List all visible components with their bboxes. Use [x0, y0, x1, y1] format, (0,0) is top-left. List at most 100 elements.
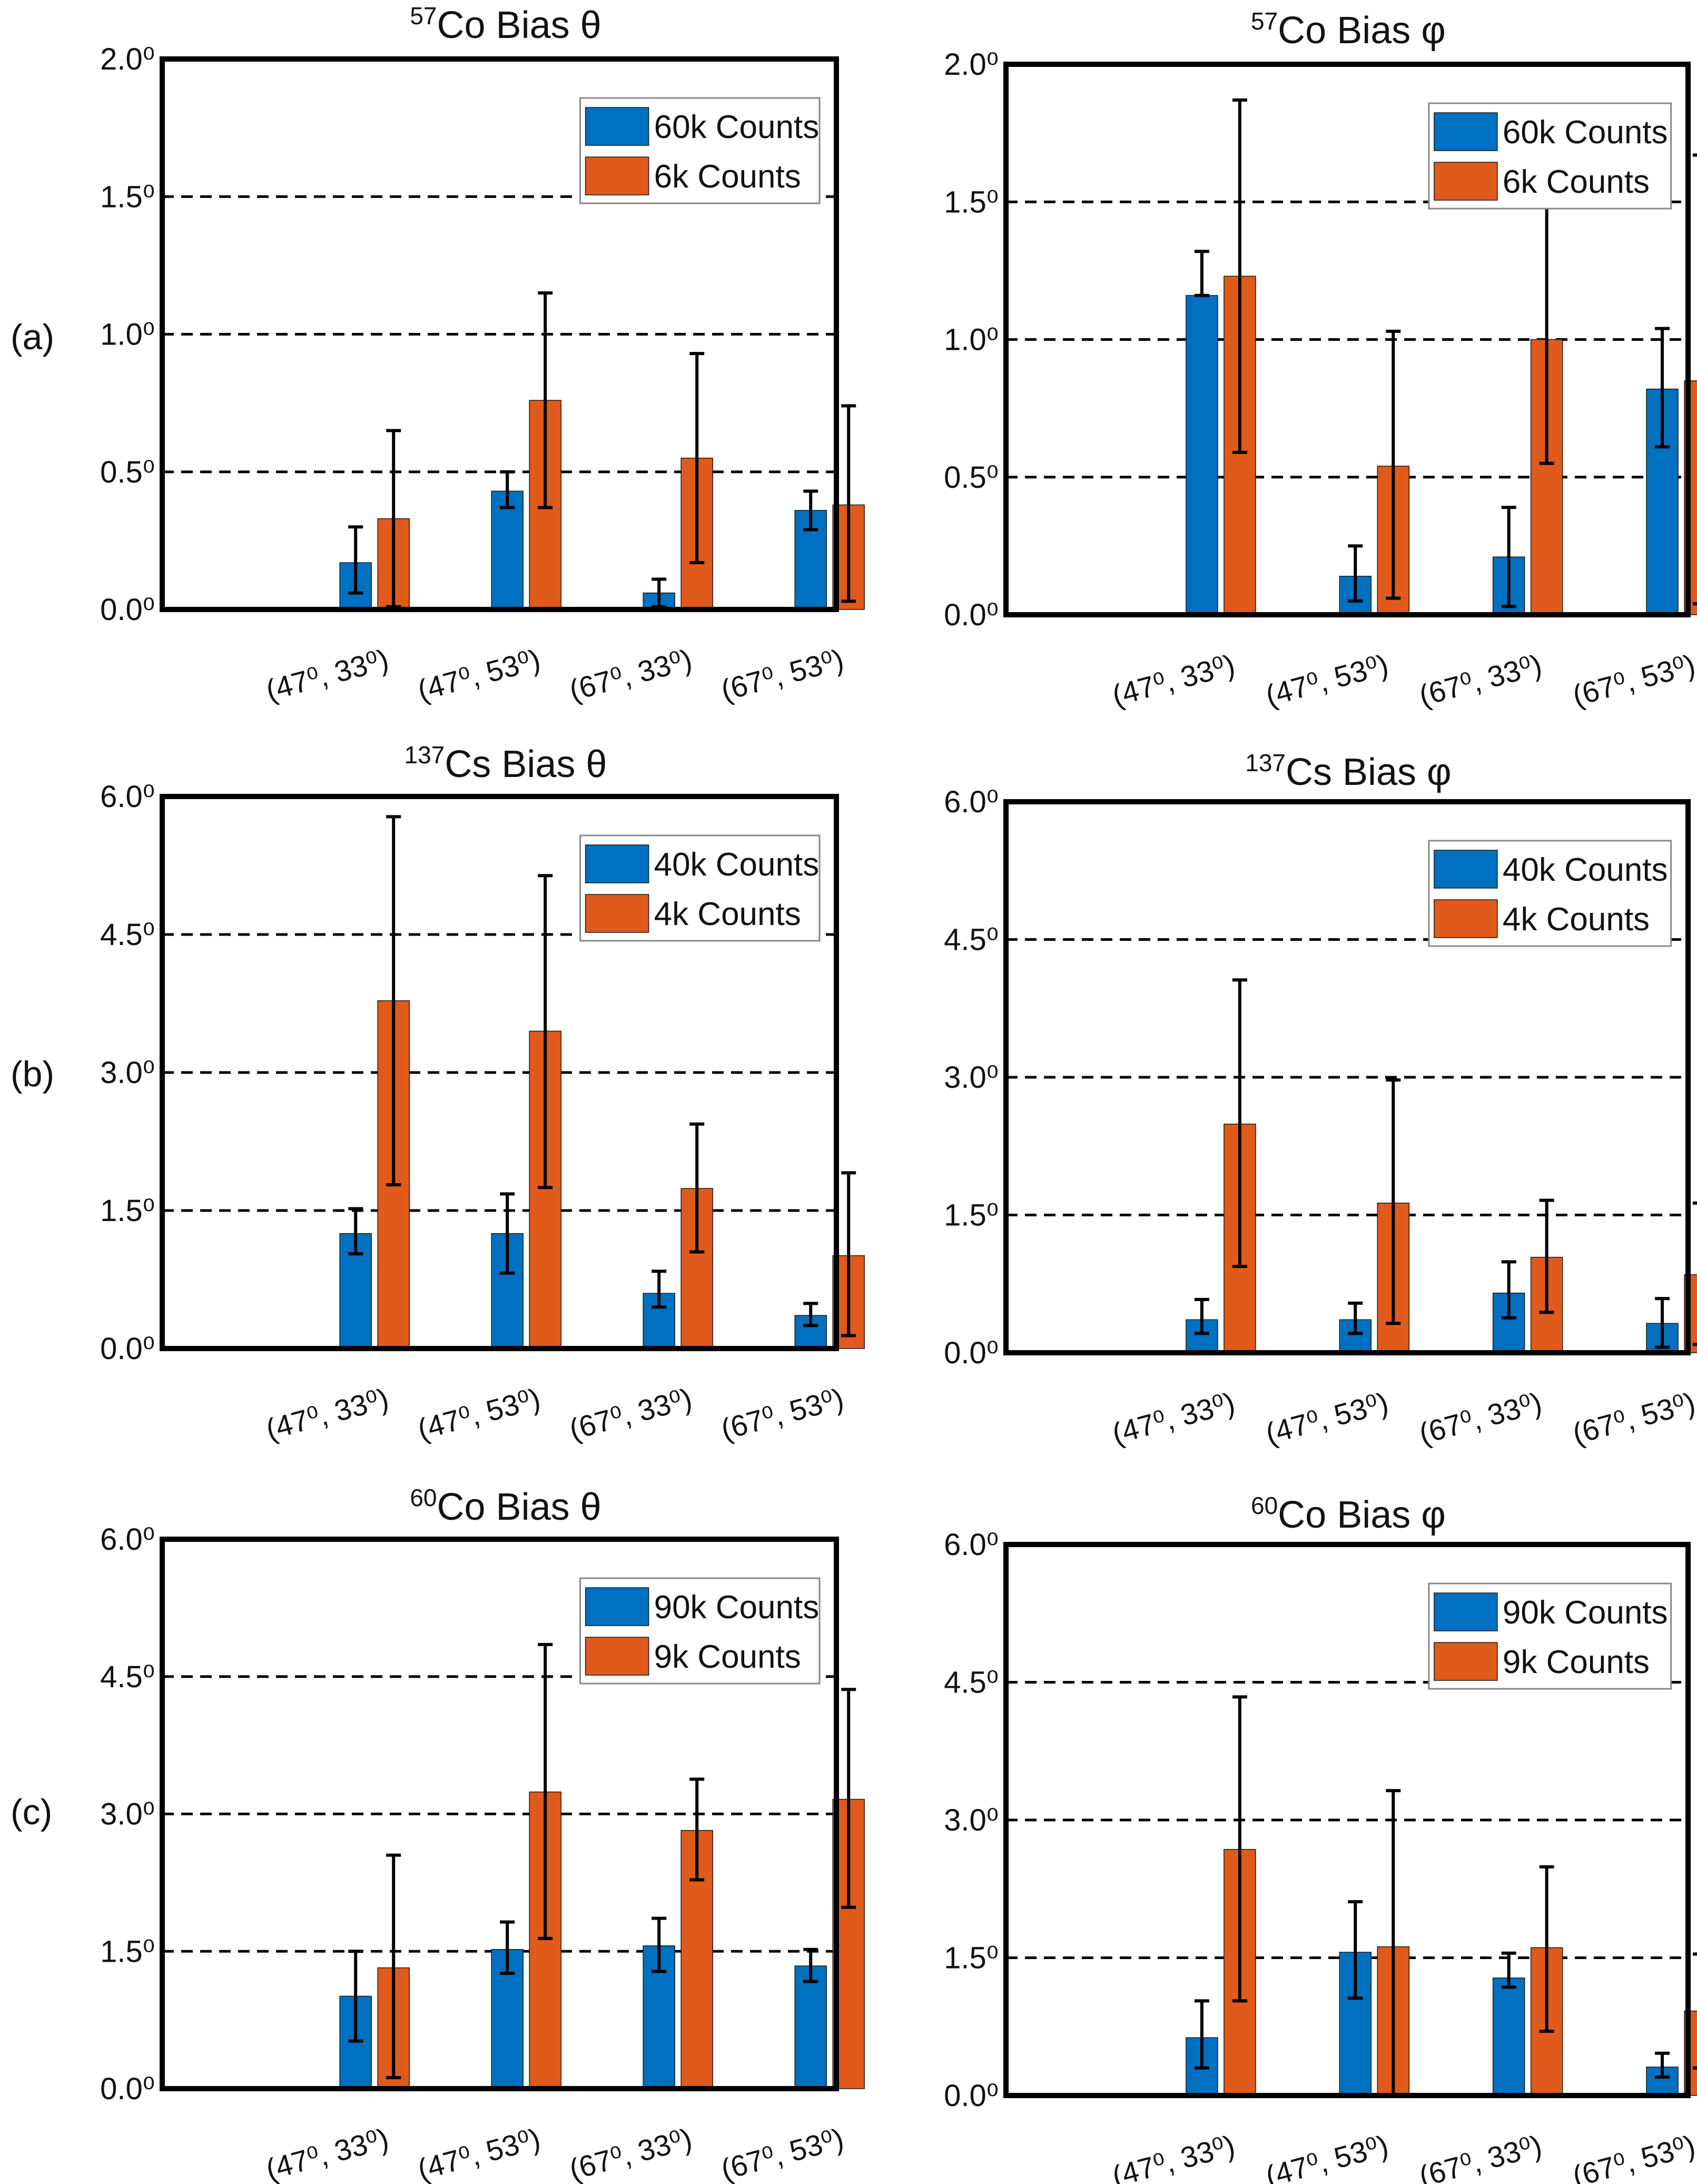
error-bar — [538, 1642, 553, 1940]
legend-swatch — [585, 844, 649, 883]
y-tick-label: 6.0⁰ — [944, 785, 999, 819]
y-tick-label: 1.5⁰ — [944, 1941, 999, 1975]
legend-swatch — [585, 156, 649, 195]
error-bar — [1194, 1297, 1209, 1335]
x-tick-label: (47⁰, 53⁰) — [414, 643, 544, 707]
x-tick-label: (47⁰, 53⁰) — [1262, 2129, 1392, 2184]
panel-b-phi: 137Cs Bias φ 0.0⁰ 1.5⁰ 3.0⁰ 4.5⁰ 6.0⁰ (47⁰, 33… — [944, 749, 1697, 1450]
error-bar — [689, 1122, 705, 1254]
error-bar — [1539, 1198, 1554, 1314]
error-bar — [1348, 1301, 1363, 1335]
panel-a-phi: 57Co Bias φ 0.0⁰ 0.5⁰ 1.0⁰ 1.5⁰ 2.0⁰ (47⁰, 33⁰… — [944, 7, 1697, 712]
legend-swatch — [1434, 1642, 1498, 1681]
title-rest: Bias θ — [486, 1486, 601, 1528]
x-tick-label: (67⁰, 53⁰) — [1569, 2129, 1697, 2184]
legend-swatch — [1434, 162, 1498, 201]
panel-a-theta: 57Co Bias θ 0.0⁰ 0.5⁰ 1.0⁰ 1.5⁰ 2.0⁰ (47⁰, 33⁰… — [100, 2, 865, 707]
title-isotope: Co — [1278, 1494, 1326, 1536]
chart-title: 57Co Bias θ — [410, 2, 601, 46]
y-tick-label: 0.0⁰ — [944, 2079, 999, 2113]
x-tick-label: (67⁰, 53⁰) — [1569, 648, 1697, 712]
legend-label: 90k Counts — [654, 1589, 820, 1626]
plot-frame — [1003, 799, 1691, 1355]
legend-label: 9k Counts — [654, 1639, 801, 1675]
y-tick-label: 0.0⁰ — [100, 1332, 155, 1366]
title-rest: Bias θ — [491, 743, 607, 785]
row-label-a: (a) — [11, 317, 54, 357]
chart-title: 137Cs Bias θ — [404, 741, 607, 785]
plot-frame — [160, 794, 839, 1351]
plot-frame — [160, 1537, 839, 2091]
error-bar — [1501, 1951, 1516, 1989]
legend-label: 60k Counts — [654, 109, 820, 145]
error-bar — [1232, 98, 1247, 454]
error-bar — [538, 291, 553, 509]
error-bar — [500, 1192, 515, 1275]
x-tick-label: (47⁰, 53⁰) — [414, 2122, 544, 2184]
x-tick-label: (47⁰, 33⁰) — [262, 2122, 392, 2184]
y-tick-label: 1.5⁰ — [100, 1194, 155, 1228]
legend-swatch — [585, 107, 649, 146]
error-bar — [652, 1916, 667, 1973]
plot-frame — [160, 56, 839, 612]
title-isotope: Co — [1278, 9, 1326, 52]
legend-label: 40k Counts — [654, 847, 820, 883]
error-bar — [348, 525, 363, 595]
panel-c-theta: 60Co Bias θ 0.0⁰ 1.5⁰ 3.0⁰ 4.5⁰ 6.0⁰ (47⁰, 33⁰… — [100, 1484, 865, 2184]
title-isotope: Cs — [1286, 751, 1332, 793]
x-tick-label: (67⁰, 33⁰) — [1416, 2129, 1545, 2184]
x-tick-label: (67⁰, 53⁰) — [1569, 1386, 1697, 1450]
x-tick-label: (47⁰, 53⁰) — [1262, 1386, 1392, 1450]
y-tick-label: 4.5⁰ — [944, 1666, 999, 1700]
y-tick-label: 0.0⁰ — [944, 1336, 999, 1370]
error-bar — [386, 1853, 401, 2080]
panel-b-theta: 137Cs Bias θ 0.0⁰ 1.5⁰ 3.0⁰ 4.5⁰ 6.0⁰ (47⁰, 33… — [100, 741, 865, 1446]
title-rest: Bias φ — [1332, 751, 1452, 793]
error-bar — [652, 1270, 667, 1309]
error-bar — [803, 1302, 818, 1327]
error-bar — [1348, 1900, 1363, 2000]
y-tick-label: 4.5⁰ — [100, 1660, 155, 1694]
error-bar — [1693, 1201, 1697, 1346]
y-tick-label: 0.0⁰ — [100, 2072, 155, 2106]
y-tick-label: 6.0⁰ — [944, 1528, 999, 1562]
legend: 40k Counts 4k Counts — [1428, 840, 1672, 947]
error-bar — [841, 1688, 856, 1909]
legend: 40k Counts 4k Counts — [579, 834, 821, 942]
legend-swatch — [1434, 899, 1498, 938]
legend-label: 4k Counts — [1503, 901, 1650, 938]
legend: 60k Counts 6k Counts — [1428, 102, 1672, 210]
legend-swatch — [1434, 850, 1498, 889]
error-bar — [652, 577, 667, 608]
legend-label: 4k Counts — [654, 896, 801, 932]
error-bar — [1655, 1297, 1670, 1349]
legend-swatch — [585, 894, 649, 933]
error-bar — [1693, 1952, 1697, 2070]
error-bar — [803, 1947, 818, 1983]
error-bar — [1693, 153, 1697, 606]
error-bar — [841, 1171, 856, 1337]
error-bar — [1539, 1865, 1554, 2033]
chart-title: 60Co Bias φ — [1251, 1492, 1446, 1536]
error-bar — [1348, 544, 1363, 603]
legend: 90k Counts 9k Counts — [1428, 1582, 1672, 1690]
x-tick-label: (47⁰, 33⁰) — [1109, 648, 1238, 712]
y-tick-label: 6.0⁰ — [100, 780, 155, 814]
error-bar — [538, 874, 553, 1189]
x-tick-label: (67⁰, 53⁰) — [717, 2122, 847, 2184]
chart-title: 60Co Bias θ — [410, 1484, 601, 1528]
bar-60k-counts — [1186, 295, 1218, 615]
title-superscript: 57 — [1251, 7, 1278, 35]
error-bar — [1386, 1078, 1401, 1325]
legend-label: 6k Counts — [654, 159, 801, 195]
y-tick-label: 0.5⁰ — [944, 460, 999, 495]
x-tick-label: (47⁰, 53⁰) — [414, 1382, 544, 1446]
title-superscript: 137 — [404, 741, 445, 769]
legend-swatch — [585, 1587, 649, 1626]
x-tick-label: (67⁰, 53⁰) — [717, 643, 847, 707]
error-bar — [1232, 1695, 1247, 2003]
legend-swatch — [1434, 112, 1498, 151]
error-bar — [1386, 329, 1401, 600]
y-tick-label: 4.5⁰ — [944, 923, 999, 957]
